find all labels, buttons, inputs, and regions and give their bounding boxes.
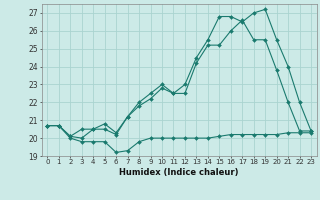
X-axis label: Humidex (Indice chaleur): Humidex (Indice chaleur) <box>119 168 239 177</box>
